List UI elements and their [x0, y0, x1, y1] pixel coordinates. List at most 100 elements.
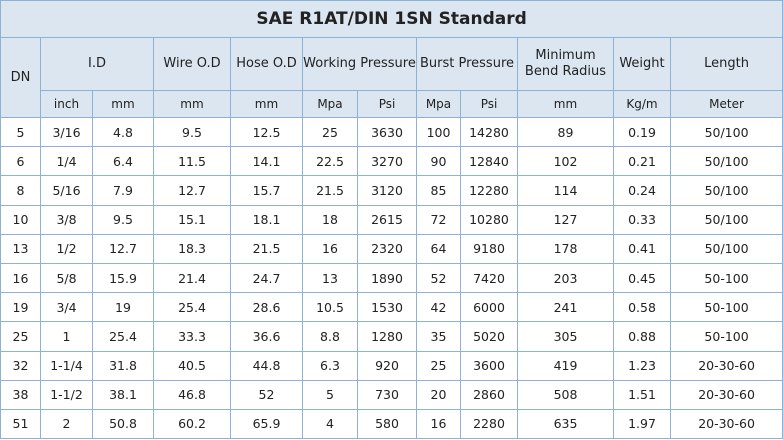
table-cell: 12.5	[230, 116, 303, 148]
table-cell: 40.5	[153, 350, 231, 381]
table-cell: 102	[517, 146, 614, 177]
table-cell: 18.1	[230, 204, 303, 235]
table-row: 10 3/8 9.5 15.1 18.1 18 2615 72 10280 127 0.33 50/1…	[0, 204, 783, 235]
table-cell: 13	[0, 233, 41, 264]
table-cell: 6.4	[92, 146, 154, 177]
table-cell: 50-100	[669, 292, 783, 323]
table-cell: 0.88	[613, 321, 671, 352]
table-cell: 1-1/4	[40, 350, 93, 381]
table-cell: 3/4	[40, 292, 93, 323]
table-cell: 12.7	[92, 233, 154, 264]
table-cell: 305	[517, 321, 614, 352]
table-cell: 1530	[357, 292, 417, 323]
table-cell: 25	[302, 116, 358, 148]
table-cell: 20-30-60	[669, 408, 783, 440]
units-row: inch mm mm mm Mpa Psi Mpa Psi mm Kg/m Meter	[1, 90, 783, 118]
table-cell: 51	[0, 408, 41, 440]
table-cell: 18	[302, 204, 358, 235]
table-cell: 16	[302, 233, 358, 264]
table-row: 38 1-1/2 38.1 46.8 52 5 730 20 2860 508 1.51 20-30-…	[0, 379, 783, 410]
table-cell: 60.2	[153, 408, 231, 440]
table-cell: 0.33	[613, 204, 671, 235]
table-cell: 22.5	[302, 146, 358, 177]
table-cell: 25.4	[153, 292, 231, 323]
table-row: 51 2 50.8 60.2 65.9 4 580 16 2280 635 1.97 20-30-60	[0, 408, 783, 440]
table-row: 32 1-1/4 31.8 40.5 44.8 6.3 920 25 3600 419 1.23 20…	[0, 350, 783, 381]
table-cell: 64	[416, 233, 461, 264]
table-cell: 52	[416, 262, 461, 294]
table-cell: 25	[416, 350, 461, 381]
table-cell: 127	[517, 204, 614, 235]
table-cell: 9.5	[153, 116, 231, 148]
table-cell: 114	[517, 175, 614, 206]
table-cell: 8	[0, 175, 41, 206]
table-cell: 20-30-60	[669, 379, 783, 410]
table-cell: 5/16	[40, 175, 93, 206]
table-cell: 3270	[357, 146, 417, 177]
table-cell: 21.4	[153, 262, 231, 294]
table-cell: 21.5	[302, 175, 358, 206]
table-cell: 3600	[460, 350, 518, 381]
table-cell: 419	[517, 350, 614, 381]
table-cell: 5020	[460, 321, 518, 352]
unit-cell: inch	[40, 90, 93, 118]
table-cell: 31.8	[92, 350, 154, 381]
header-cell: I.D	[40, 37, 154, 91]
table-row: 13 1/2 12.7 18.3 21.5 16 2320 64 9180 178 0.41 50/1…	[0, 233, 783, 264]
table-cell: 15.1	[153, 204, 231, 235]
table-cell: 3/16	[40, 116, 93, 148]
table-cell: 35	[416, 321, 461, 352]
table-cell: 1/2	[40, 233, 93, 264]
unit-cell: mm	[92, 90, 154, 118]
table-cell: 15.7	[230, 175, 303, 206]
table-cell: 6000	[460, 292, 518, 323]
table-cell: 920	[357, 350, 417, 381]
table-cell: 7420	[460, 262, 518, 294]
table-row: 19 3/4 19 25.4 28.6 10.5 1530 42 6000 241 0.58 50-1…	[0, 292, 783, 323]
unit-cell: mm	[153, 90, 231, 118]
table-cell: 50/100	[669, 233, 783, 264]
table-row: 6 1/4 6.4 11.5 14.1 22.5 3270 90 12840 102 0.21 50/…	[0, 146, 783, 177]
table-cell: 12280	[460, 175, 518, 206]
table-cell: 5	[0, 116, 41, 148]
header-cell: Wire O.D	[153, 37, 231, 91]
table-cell: 1.51	[613, 379, 671, 410]
table-cell: 14.1	[230, 146, 303, 177]
table-cell: 8.8	[302, 321, 358, 352]
table-cell: 16	[416, 408, 461, 440]
table-cell: 19	[92, 292, 154, 323]
table-cell: 10280	[460, 204, 518, 235]
unit-cell: Psi	[357, 90, 417, 118]
table-cell: 1.23	[613, 350, 671, 381]
table-cell: 2860	[460, 379, 518, 410]
unit-cell: mm	[517, 90, 614, 118]
table-cell: 25	[0, 321, 41, 352]
table-cell: 635	[517, 408, 614, 440]
table-cell: 3120	[357, 175, 417, 206]
table-cell: 32	[0, 350, 41, 381]
table-cell: 65.9	[230, 408, 303, 440]
table-cell: 52	[230, 379, 303, 410]
table-cell: 5/8	[40, 262, 93, 294]
table-cell: 6	[0, 146, 41, 177]
table-cell: 18.3	[153, 233, 231, 264]
table-cell: 5	[302, 379, 358, 410]
table-cell: 1280	[357, 321, 417, 352]
table-cell: 6.3	[302, 350, 358, 381]
table-cell: 12840	[460, 146, 518, 177]
header-cell: Working Pressure	[302, 37, 417, 91]
unit-cell: Mpa	[416, 90, 461, 118]
table-cell: 50/100	[669, 116, 783, 148]
unit-cell: mm	[230, 90, 303, 118]
table-cell: 50/100	[669, 146, 783, 177]
table-cell: 1	[40, 321, 93, 352]
header-cell: Burst Pressure	[416, 37, 518, 91]
table-cell: 12.7	[153, 175, 231, 206]
table-cell: 50-100	[669, 321, 783, 352]
table-cell: 2320	[357, 233, 417, 264]
table-row: 25 1 25.4 33.3 36.6 8.8 1280 35 5020 305 0.88 50-10…	[0, 321, 783, 352]
table-cell: 16	[0, 262, 41, 294]
table-cell: 38.1	[92, 379, 154, 410]
